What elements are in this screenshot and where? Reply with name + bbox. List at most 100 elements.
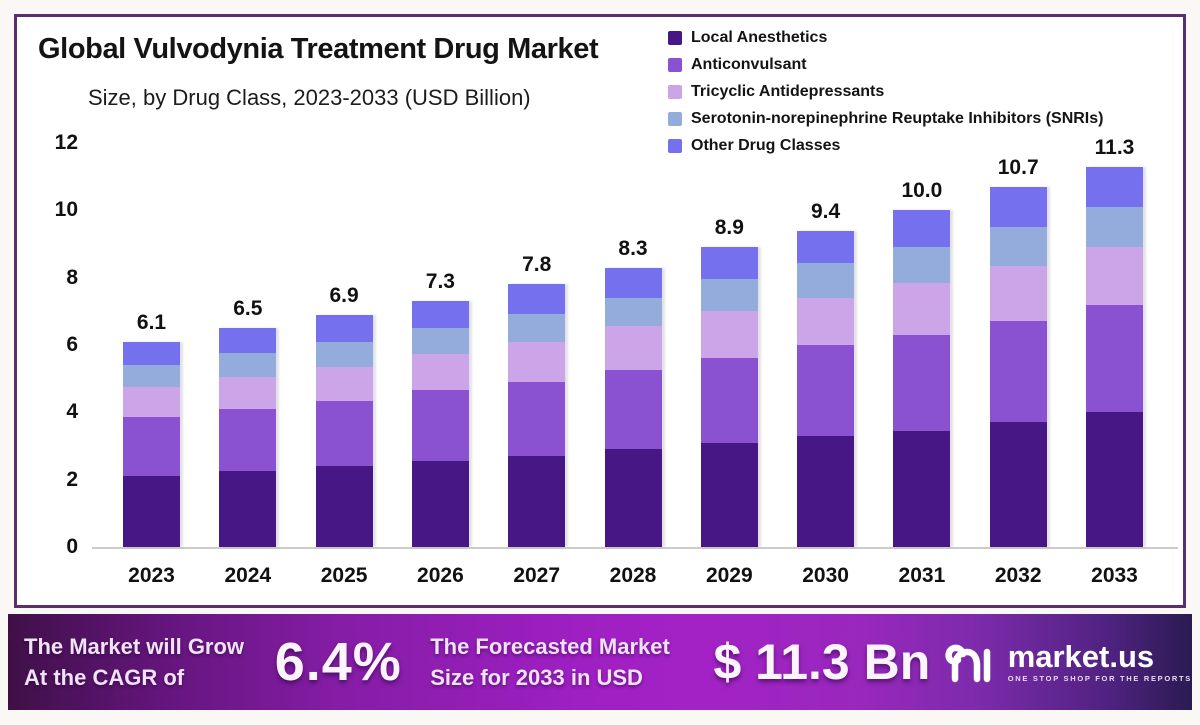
legend-item-serotonin-norepinephrine-reuptake-inhibitors-snris: Serotonin-norepinephrine Reuptake Inhibi… bbox=[668, 109, 1103, 129]
bar-segment-anticonvulsant bbox=[315, 400, 373, 467]
bar-2024 bbox=[219, 328, 277, 547]
x-axis-label: 2032 bbox=[994, 564, 1042, 587]
legend-swatch-icon bbox=[668, 31, 682, 45]
bar-segment-local-anesthetics bbox=[989, 422, 1047, 547]
bar-segment-anticonvulsant bbox=[123, 417, 180, 477]
bar-segment-tricyclic-antidepressants bbox=[123, 387, 180, 418]
bar-segment-local-anesthetics bbox=[700, 442, 758, 547]
bar-segment-tricyclic-antidepressants bbox=[411, 354, 469, 391]
bar-segment-local-anesthetics bbox=[219, 471, 277, 547]
bar-segment-serotonin-norepinephrine-reuptake-inhibitors-snris bbox=[1086, 206, 1143, 248]
bar-segment-other-drug-classes bbox=[411, 301, 469, 328]
bar-segment-local-anesthetics bbox=[123, 476, 180, 547]
bar-2028 bbox=[604, 267, 662, 547]
banner-cagr-caption-line1: The Market will Grow bbox=[24, 634, 245, 659]
bar-segment-anticonvulsant bbox=[700, 358, 758, 443]
legend-label: Serotonin-norepinephrine Reuptake Inhibi… bbox=[691, 110, 1104, 127]
bar-total-label: 10.7 bbox=[997, 155, 1039, 179]
x-axis-label: 2033 bbox=[1091, 564, 1138, 587]
x-axis-label: 2030 bbox=[802, 564, 849, 587]
bar-total-label: 10.0 bbox=[901, 179, 943, 203]
x-axis-label: 2027 bbox=[513, 564, 561, 587]
bar-segment-tricyclic-antidepressants bbox=[797, 297, 855, 345]
bar-segment-tricyclic-antidepressants bbox=[700, 311, 758, 359]
x-axis-label: 2031 bbox=[898, 564, 946, 587]
bar-segment-local-anesthetics bbox=[411, 461, 469, 547]
legend-swatch-icon bbox=[668, 85, 682, 99]
marketus-logo-icon bbox=[945, 644, 990, 683]
bar-segment-serotonin-norepinephrine-reuptake-inhibitors-snris bbox=[123, 365, 180, 388]
bar-segment-serotonin-norepinephrine-reuptake-inhibitors-snris bbox=[989, 227, 1047, 266]
bar-total-label: 8.9 bbox=[714, 216, 744, 240]
bar-segment-anticonvulsant bbox=[508, 382, 566, 457]
bar-segment-local-anesthetics bbox=[508, 456, 566, 547]
x-axis-label: 2023 bbox=[128, 564, 175, 587]
bar-total-label: 6.9 bbox=[329, 283, 359, 307]
bar-2033 bbox=[1086, 166, 1143, 547]
x-axis-label: 2025 bbox=[320, 564, 368, 587]
bar-total-label: 7.3 bbox=[425, 270, 455, 294]
legend-swatch-icon bbox=[668, 139, 682, 153]
legend: Local Anesthetics Anticonvulsant Tricyclic… bbox=[668, 28, 1103, 156]
bar-segment-local-anesthetics bbox=[893, 430, 951, 547]
bar-segment-anticonvulsant bbox=[604, 370, 662, 450]
bar-segment-serotonin-norepinephrine-reuptake-inhibitors-snris bbox=[219, 353, 277, 377]
bar-total-label: 7.8 bbox=[522, 253, 552, 277]
bar-total-label: 8.3 bbox=[618, 236, 648, 260]
bar-segment-local-anesthetics bbox=[797, 435, 855, 547]
banner-cagr-caption: The Market will Grow At the CAGR of bbox=[24, 631, 275, 693]
bar-segment-tricyclic-antidepressants bbox=[219, 376, 277, 409]
legend-item-anticonvulsant: Anticonvulsant bbox=[668, 55, 1103, 75]
bar-2030 bbox=[797, 230, 855, 547]
x-axis-label: 2026 bbox=[417, 564, 464, 587]
y-axis-tick-label: 12 bbox=[54, 131, 78, 154]
bar-2031 bbox=[893, 210, 951, 547]
banner-cagr-caption-line2: At the CAGR of bbox=[24, 665, 185, 690]
bar-segment-serotonin-norepinephrine-reuptake-inhibitors-snris bbox=[315, 341, 373, 367]
bar-segment-serotonin-norepinephrine-reuptake-inhibitors-snris bbox=[700, 279, 758, 312]
bar-segment-local-anesthetics bbox=[604, 449, 662, 547]
x-axis-label: 2029 bbox=[705, 564, 753, 587]
bar-segment-serotonin-norepinephrine-reuptake-inhibitors-snris bbox=[508, 314, 566, 342]
bar-2025 bbox=[315, 314, 373, 547]
y-axis-tick-label: 4 bbox=[66, 400, 78, 424]
chart-title: Global Vulvodynia Treatment Drug Market bbox=[38, 33, 599, 65]
brand-name: market.us bbox=[1007, 638, 1155, 674]
bar-segment-other-drug-classes bbox=[604, 267, 662, 298]
bar-segment-tricyclic-antidepressants bbox=[893, 282, 951, 335]
legend-label: Tricyclic Antidepressants bbox=[691, 83, 885, 100]
bar-segment-anticonvulsant bbox=[219, 408, 277, 472]
bar-2032 bbox=[989, 186, 1047, 547]
bar-total-label: 6.1 bbox=[136, 310, 167, 334]
bar-segment-other-drug-classes bbox=[315, 314, 373, 342]
banner-forecast-caption-line1: The Forecasted Market bbox=[430, 634, 670, 659]
legend-item-other-drug-classes: Other Drug Classes bbox=[668, 136, 1103, 156]
legend-label: Anticonvulsant bbox=[691, 56, 807, 73]
bar-segment-anticonvulsant bbox=[989, 321, 1047, 423]
bar-segment-tricyclic-antidepressants bbox=[604, 326, 662, 371]
bar-2029 bbox=[700, 247, 758, 547]
bar-segment-other-drug-classes bbox=[700, 247, 758, 280]
bar-segment-tricyclic-antidepressants bbox=[989, 265, 1047, 322]
bar-segment-other-drug-classes bbox=[893, 210, 951, 248]
bar-segment-other-drug-classes bbox=[797, 230, 855, 263]
legend-label: Other Drug Classes bbox=[691, 137, 841, 154]
legend-swatch-icon bbox=[668, 112, 682, 126]
legend-item-tricyclic-antidepressants: Tricyclic Antidepressants bbox=[668, 82, 1103, 102]
bar-segment-other-drug-classes bbox=[1086, 166, 1143, 207]
bar-segment-serotonin-norepinephrine-reuptake-inhibitors-snris bbox=[893, 247, 951, 283]
bar-segment-serotonin-norepinephrine-reuptake-inhibitors-snris bbox=[604, 297, 662, 327]
brand-tagline: ONE STOP SHOP FOR THE REPORTS bbox=[1007, 673, 1193, 683]
bar-segment-other-drug-classes bbox=[219, 328, 277, 354]
bar-2026 bbox=[411, 301, 469, 547]
bar-total-label: 11.3 bbox=[1094, 135, 1135, 159]
legend-label: Local Anesthetics bbox=[691, 29, 828, 46]
brand-block: market.us ONE STOP SHOP FOR THE REPORTS bbox=[942, 639, 1192, 685]
y-axis-tick-label: 6 bbox=[66, 333, 78, 356]
chart-subtitle: Size, by Drug Class, 2023-2033 (USD Bill… bbox=[88, 85, 531, 110]
brand-text: market.us ONE STOP SHOP FOR THE REPORTS bbox=[1007, 638, 1193, 683]
banner-forecast-caption: The Forecasted Market Size for 2033 in U… bbox=[430, 631, 713, 693]
legend-swatch-icon bbox=[668, 58, 682, 72]
bar-segment-serotonin-norepinephrine-reuptake-inhibitors-snris bbox=[411, 327, 469, 355]
